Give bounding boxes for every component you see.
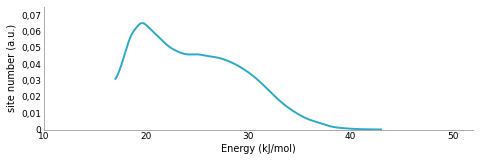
X-axis label: Energy (kJ/mol): Energy (kJ/mol) bbox=[221, 144, 296, 154]
Y-axis label: site number (a.u.): site number (a.u.) bbox=[7, 24, 17, 112]
